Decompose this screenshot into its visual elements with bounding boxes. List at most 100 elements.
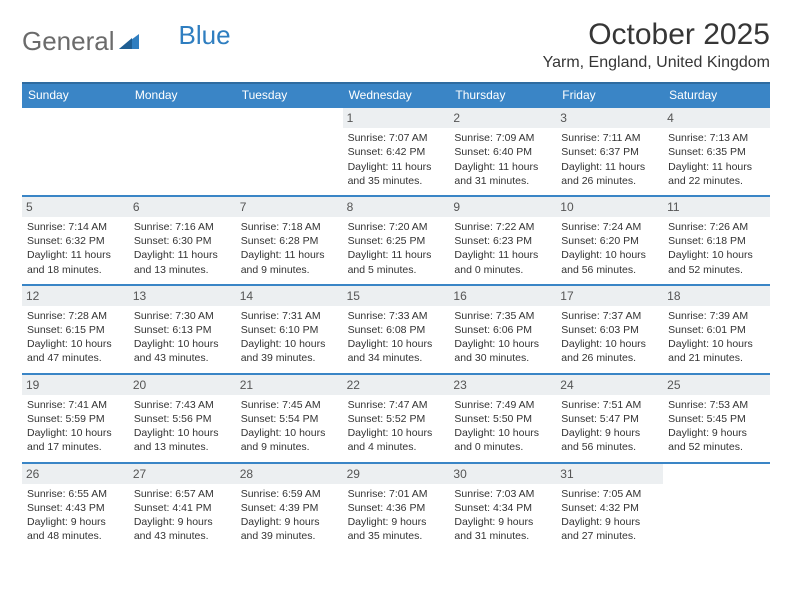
- daylight-line-2: and 43 minutes.: [134, 529, 231, 543]
- day-number: 5: [22, 197, 129, 217]
- daylight-line-2: and 52 minutes.: [668, 440, 765, 454]
- day-number: 27: [129, 464, 236, 484]
- daylight-line-2: and 48 minutes.: [27, 529, 124, 543]
- daylight-line-2: and 17 minutes.: [27, 440, 124, 454]
- day-cell: 13Sunrise: 7:30 AMSunset: 6:13 PMDayligh…: [129, 286, 236, 373]
- day-cell: 12Sunrise: 7:28 AMSunset: 6:15 PMDayligh…: [22, 286, 129, 373]
- week-row: 19Sunrise: 7:41 AMSunset: 5:59 PMDayligh…: [22, 373, 770, 462]
- daylight-line-1: Daylight: 11 hours: [454, 248, 551, 262]
- daylight-line-2: and 56 minutes.: [561, 263, 658, 277]
- sunrise-line: Sunrise: 7:01 AM: [348, 487, 445, 501]
- brand-part1: General: [22, 26, 115, 57]
- day-number: 4: [663, 108, 770, 128]
- day-number: 2: [449, 108, 556, 128]
- daylight-line-2: and 31 minutes.: [454, 529, 551, 543]
- sunset-line: Sunset: 6:23 PM: [454, 234, 551, 248]
- day-cell: [236, 108, 343, 195]
- day-cell: 26Sunrise: 6:55 AMSunset: 4:43 PMDayligh…: [22, 464, 129, 551]
- sunrise-line: Sunrise: 7:33 AM: [348, 309, 445, 323]
- sunset-line: Sunset: 6:15 PM: [27, 323, 124, 337]
- day-cell: 19Sunrise: 7:41 AMSunset: 5:59 PMDayligh…: [22, 375, 129, 462]
- week-row: 5Sunrise: 7:14 AMSunset: 6:32 PMDaylight…: [22, 195, 770, 284]
- daylight-line-1: Daylight: 10 hours: [561, 337, 658, 351]
- daylight-line-2: and 34 minutes.: [348, 351, 445, 365]
- day-cell: [663, 464, 770, 551]
- daylight-line-1: Daylight: 11 hours: [27, 248, 124, 262]
- daylight-line-1: Daylight: 11 hours: [241, 248, 338, 262]
- daylight-line-1: Daylight: 10 hours: [348, 337, 445, 351]
- sunset-line: Sunset: 6:08 PM: [348, 323, 445, 337]
- day-cell: 7Sunrise: 7:18 AMSunset: 6:28 PMDaylight…: [236, 197, 343, 284]
- day-number: 13: [129, 286, 236, 306]
- sunrise-line: Sunrise: 7:11 AM: [561, 131, 658, 145]
- sunrise-line: Sunrise: 7:14 AM: [27, 220, 124, 234]
- daylight-line-2: and 26 minutes.: [561, 174, 658, 188]
- day-number: 22: [343, 375, 450, 395]
- day-number: 24: [556, 375, 663, 395]
- day-number: 7: [236, 197, 343, 217]
- location: Yarm, England, United Kingdom: [543, 54, 770, 72]
- sunrise-line: Sunrise: 7:18 AM: [241, 220, 338, 234]
- day-cell: 28Sunrise: 6:59 AMSunset: 4:39 PMDayligh…: [236, 464, 343, 551]
- daylight-line-2: and 13 minutes.: [134, 263, 231, 277]
- daylight-line-1: Daylight: 10 hours: [454, 426, 551, 440]
- day-cell: 11Sunrise: 7:26 AMSunset: 6:18 PMDayligh…: [663, 197, 770, 284]
- sunrise-line: Sunrise: 7:24 AM: [561, 220, 658, 234]
- sunset-line: Sunset: 4:41 PM: [134, 501, 231, 515]
- sunset-line: Sunset: 5:54 PM: [241, 412, 338, 426]
- day-number: 15: [343, 286, 450, 306]
- daylight-line-1: Daylight: 11 hours: [348, 160, 445, 174]
- sunrise-line: Sunrise: 7:47 AM: [348, 398, 445, 412]
- day-number: 19: [22, 375, 129, 395]
- sunrise-line: Sunrise: 7:30 AM: [134, 309, 231, 323]
- week-row: 12Sunrise: 7:28 AMSunset: 6:15 PMDayligh…: [22, 284, 770, 373]
- sunset-line: Sunset: 6:42 PM: [348, 145, 445, 159]
- weekday-header: Thursday: [449, 84, 556, 106]
- sunset-line: Sunset: 4:39 PM: [241, 501, 338, 515]
- day-number: 17: [556, 286, 663, 306]
- day-number: 10: [556, 197, 663, 217]
- daylight-line-1: Daylight: 10 hours: [241, 337, 338, 351]
- day-cell: 2Sunrise: 7:09 AMSunset: 6:40 PMDaylight…: [449, 108, 556, 195]
- sunrise-line: Sunrise: 6:55 AM: [27, 487, 124, 501]
- daylight-line-1: Daylight: 11 hours: [668, 160, 765, 174]
- day-cell: 8Sunrise: 7:20 AMSunset: 6:25 PMDaylight…: [343, 197, 450, 284]
- day-cell: 6Sunrise: 7:16 AMSunset: 6:30 PMDaylight…: [129, 197, 236, 284]
- daylight-line-1: Daylight: 9 hours: [348, 515, 445, 529]
- day-number: 16: [449, 286, 556, 306]
- sunset-line: Sunset: 5:52 PM: [348, 412, 445, 426]
- day-number: 28: [236, 464, 343, 484]
- daylight-line-1: Daylight: 11 hours: [561, 160, 658, 174]
- daylight-line-1: Daylight: 10 hours: [668, 248, 765, 262]
- weekday-header: Saturday: [663, 84, 770, 106]
- sunset-line: Sunset: 6:32 PM: [27, 234, 124, 248]
- sunset-line: Sunset: 4:36 PM: [348, 501, 445, 515]
- day-cell: 18Sunrise: 7:39 AMSunset: 6:01 PMDayligh…: [663, 286, 770, 373]
- sunrise-line: Sunrise: 7:20 AM: [348, 220, 445, 234]
- day-number: 21: [236, 375, 343, 395]
- day-cell: 23Sunrise: 7:49 AMSunset: 5:50 PMDayligh…: [449, 375, 556, 462]
- daylight-line-2: and 30 minutes.: [454, 351, 551, 365]
- daylight-line-2: and 56 minutes.: [561, 440, 658, 454]
- sunset-line: Sunset: 4:32 PM: [561, 501, 658, 515]
- sunrise-line: Sunrise: 7:16 AM: [134, 220, 231, 234]
- day-cell: 1Sunrise: 7:07 AMSunset: 6:42 PMDaylight…: [343, 108, 450, 195]
- daylight-line-1: Daylight: 10 hours: [454, 337, 551, 351]
- daylight-line-1: Daylight: 11 hours: [454, 160, 551, 174]
- day-number: 12: [22, 286, 129, 306]
- daylight-line-2: and 35 minutes.: [348, 529, 445, 543]
- sunset-line: Sunset: 6:25 PM: [348, 234, 445, 248]
- daylight-line-2: and 35 minutes.: [348, 174, 445, 188]
- week-row: 26Sunrise: 6:55 AMSunset: 4:43 PMDayligh…: [22, 462, 770, 551]
- day-cell: 21Sunrise: 7:45 AMSunset: 5:54 PMDayligh…: [236, 375, 343, 462]
- day-cell: 29Sunrise: 7:01 AMSunset: 4:36 PMDayligh…: [343, 464, 450, 551]
- weekday-header: Tuesday: [236, 84, 343, 106]
- daylight-line-2: and 43 minutes.: [134, 351, 231, 365]
- sunset-line: Sunset: 6:35 PM: [668, 145, 765, 159]
- daylight-line-1: Daylight: 9 hours: [134, 515, 231, 529]
- sunrise-line: Sunrise: 7:26 AM: [668, 220, 765, 234]
- sunrise-line: Sunrise: 7:05 AM: [561, 487, 658, 501]
- sunset-line: Sunset: 6:30 PM: [134, 234, 231, 248]
- sunrise-line: Sunrise: 7:39 AM: [668, 309, 765, 323]
- weekday-header-row: SundayMondayTuesdayWednesdayThursdayFrid…: [22, 82, 770, 106]
